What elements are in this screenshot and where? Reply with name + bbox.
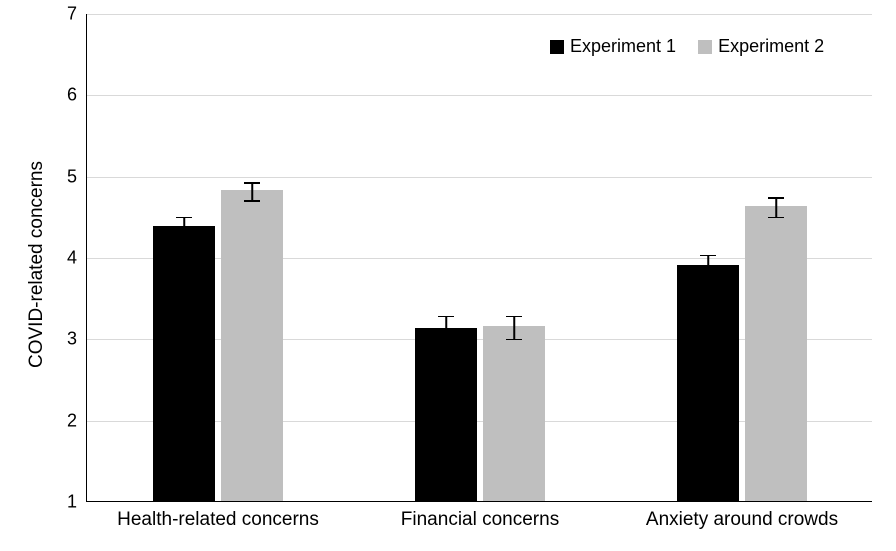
error-bar [445, 316, 447, 342]
bar [745, 206, 807, 501]
bar [677, 265, 739, 501]
plot-area: 1234567Health-related concernsFinancial … [86, 14, 872, 502]
gridline [87, 177, 872, 178]
x-tick-label: Health-related concerns [117, 501, 319, 531]
bar [153, 226, 215, 501]
legend-swatch [698, 40, 712, 54]
error-bar [707, 255, 709, 278]
error-cap [700, 278, 716, 280]
bar [221, 190, 283, 501]
x-tick-label: Financial concerns [401, 501, 559, 531]
gridline [87, 95, 872, 96]
error-cap [176, 217, 192, 219]
legend-label: Experiment 1 [570, 36, 676, 57]
legend-item: Experiment 1 [550, 36, 676, 57]
y-tick-label: 7 [67, 4, 87, 25]
error-cap [506, 339, 522, 341]
y-tick-label: 2 [67, 410, 87, 431]
bar [483, 326, 545, 501]
x-tick-label: Anxiety around crowds [646, 501, 838, 531]
error-cap [176, 238, 192, 240]
y-tick-label: 3 [67, 329, 87, 350]
bar [415, 328, 477, 501]
legend-item: Experiment 2 [698, 36, 824, 57]
error-cap [768, 197, 784, 199]
error-cap [506, 316, 522, 318]
legend-swatch [550, 40, 564, 54]
error-bar [251, 182, 253, 200]
y-tick-label: 6 [67, 85, 87, 106]
y-tick-label: 5 [67, 166, 87, 187]
error-cap [438, 342, 454, 344]
y-axis-title: COVID-related concerns [26, 161, 48, 368]
chart-container: 1 2 3 4 5 6 7 Health-related concerns Financial … [0, 0, 896, 551]
error-bar [183, 217, 185, 238]
error-cap [700, 255, 716, 257]
error-cap [768, 217, 784, 219]
error-cap [244, 200, 260, 202]
gridline [87, 14, 872, 15]
legend: Experiment 1 Experiment 2 [550, 36, 824, 57]
error-cap [438, 316, 454, 318]
y-tick-label: 4 [67, 248, 87, 269]
error-cap [244, 182, 260, 184]
y-tick-label: 1 [67, 492, 87, 513]
legend-label: Experiment 2 [718, 36, 824, 57]
error-bar [775, 197, 777, 217]
error-bar [513, 316, 515, 339]
